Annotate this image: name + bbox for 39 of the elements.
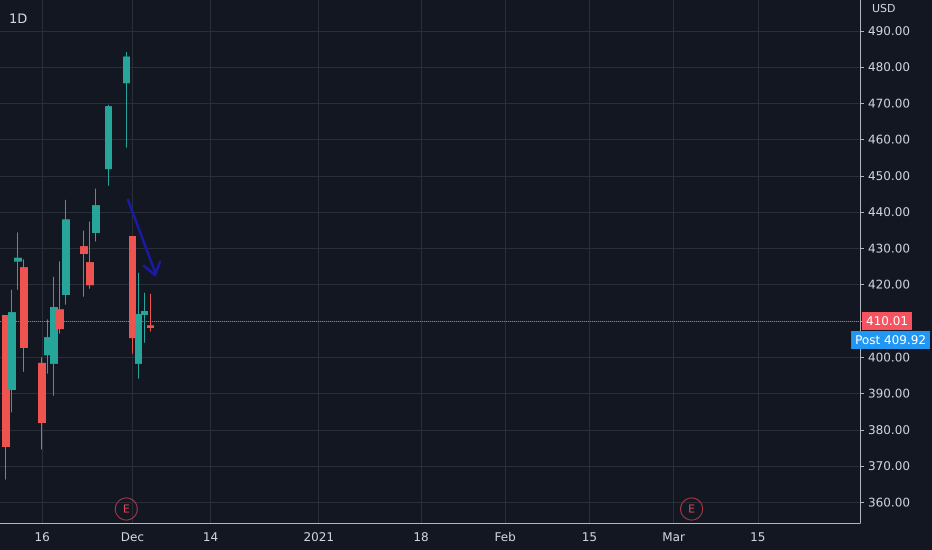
x-tick-label: 16 xyxy=(34,530,50,544)
annotation: E xyxy=(688,502,696,516)
candlestick xyxy=(56,261,64,334)
candlestick xyxy=(105,104,112,186)
y-tick-label: 380.00 xyxy=(868,422,910,437)
x-tick-label: 15 xyxy=(750,530,766,544)
x-tick-label: Feb xyxy=(494,530,516,544)
candlestick xyxy=(14,232,22,290)
text: 1D xyxy=(9,12,28,27)
x-tick-label: 2021 xyxy=(303,530,334,544)
y-tick-label: 440.00 xyxy=(868,205,910,220)
y-tick-label: 450.00 xyxy=(868,168,910,183)
y-tick-label: 480.00 xyxy=(868,60,910,74)
y-tick-label: 490.00 xyxy=(868,24,910,38)
candlestick xyxy=(129,236,136,354)
y-tick-label: 460.00 xyxy=(868,132,910,147)
y-tick-label: 430.00 xyxy=(868,241,910,256)
annotation: E xyxy=(122,502,130,516)
candlestick xyxy=(62,199,70,306)
y-tick-label: 400.00 xyxy=(868,350,910,364)
x-tick-label: Mar xyxy=(662,530,685,544)
candlestick xyxy=(123,51,130,148)
candlestick xyxy=(92,188,100,242)
x-tick-label: 18 xyxy=(413,530,429,544)
ref-line-label: 410.01 xyxy=(866,314,908,328)
x-tick-label: 14 xyxy=(202,530,218,544)
candlestick xyxy=(38,356,46,450)
x-tick-label: 15 xyxy=(582,530,598,544)
y-tick-label: 420.00 xyxy=(868,278,910,292)
y-tick-label: 390.00 xyxy=(868,386,910,401)
y-tick-label: 370.00 xyxy=(868,459,910,474)
x-tick-label: Dec xyxy=(120,530,144,544)
candlestick xyxy=(20,258,28,372)
candlestick xyxy=(147,293,154,332)
annotation: Post 409.92 xyxy=(855,332,926,347)
y-tick-label: 360.00 xyxy=(868,495,910,510)
y-tick-label: 470.00 xyxy=(868,96,910,110)
y-axis-title: USD xyxy=(872,2,896,15)
candlestick xyxy=(8,289,16,413)
